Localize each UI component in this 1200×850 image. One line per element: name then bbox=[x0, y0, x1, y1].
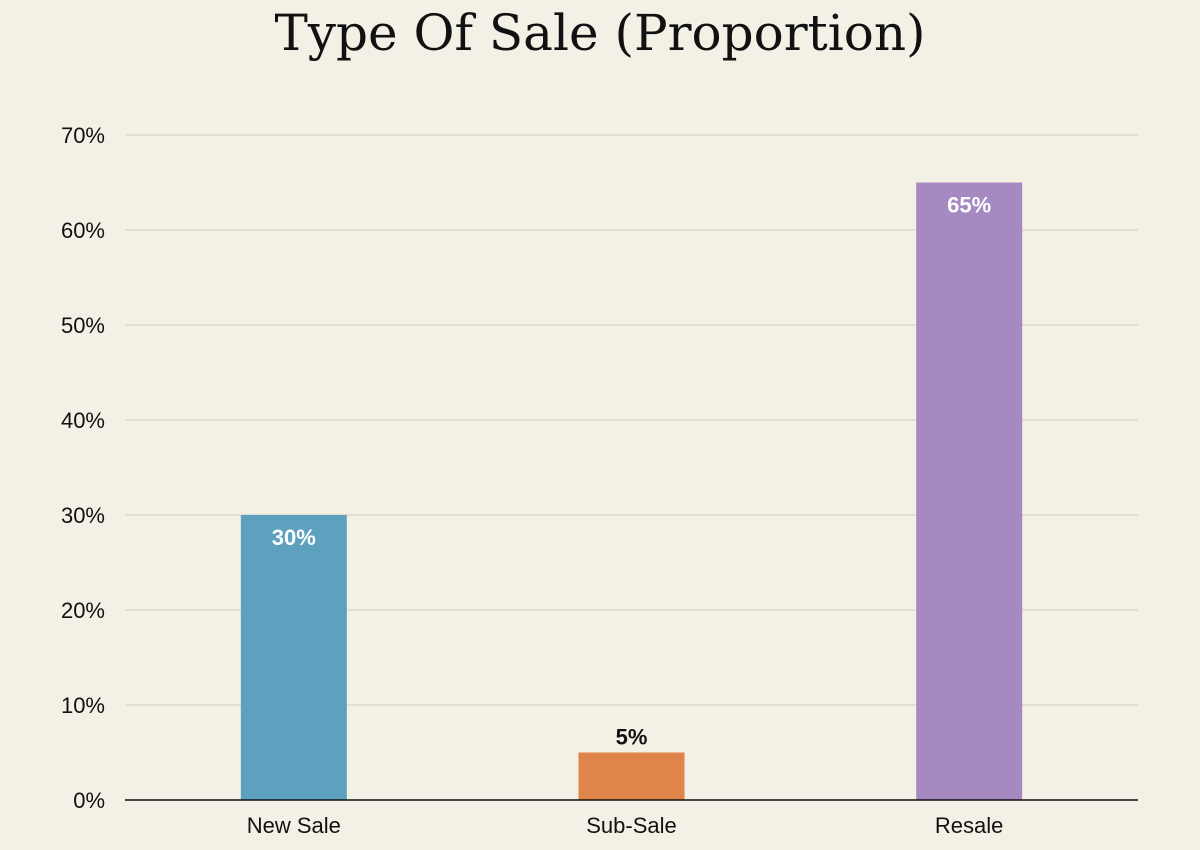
x-category-label: Resale bbox=[935, 813, 1003, 838]
chart-title: Type Of Sale (Proportion) bbox=[274, 4, 925, 62]
data-label: 5% bbox=[616, 725, 648, 750]
x-category-label: New Sale bbox=[247, 813, 341, 838]
y-tick-label: 40% bbox=[61, 408, 105, 433]
y-tick-label: 50% bbox=[61, 313, 105, 338]
y-tick-label: 0% bbox=[73, 788, 105, 813]
data-label: 30% bbox=[272, 525, 316, 550]
data-label: 65% bbox=[947, 193, 991, 218]
y-axis-ticks: 0% 10% 20% 30% 40% 50% 60% 70% bbox=[61, 123, 105, 813]
bar-resale bbox=[916, 182, 1023, 800]
x-category-label: Sub-Sale bbox=[586, 813, 677, 838]
y-tick-label: 60% bbox=[61, 218, 105, 243]
bars bbox=[240, 182, 1023, 800]
y-tick-label: 70% bbox=[61, 123, 105, 148]
bar-sub-sale bbox=[578, 752, 685, 800]
x-axis-categories: New Sale Sub-Sale Resale bbox=[247, 813, 1004, 838]
data-labels: 30% 5% 65% bbox=[272, 193, 991, 750]
y-tick-label: 10% bbox=[61, 693, 105, 718]
y-tick-label: 20% bbox=[61, 598, 105, 623]
y-tick-label: 30% bbox=[61, 503, 105, 528]
bar-new-sale bbox=[240, 515, 347, 800]
